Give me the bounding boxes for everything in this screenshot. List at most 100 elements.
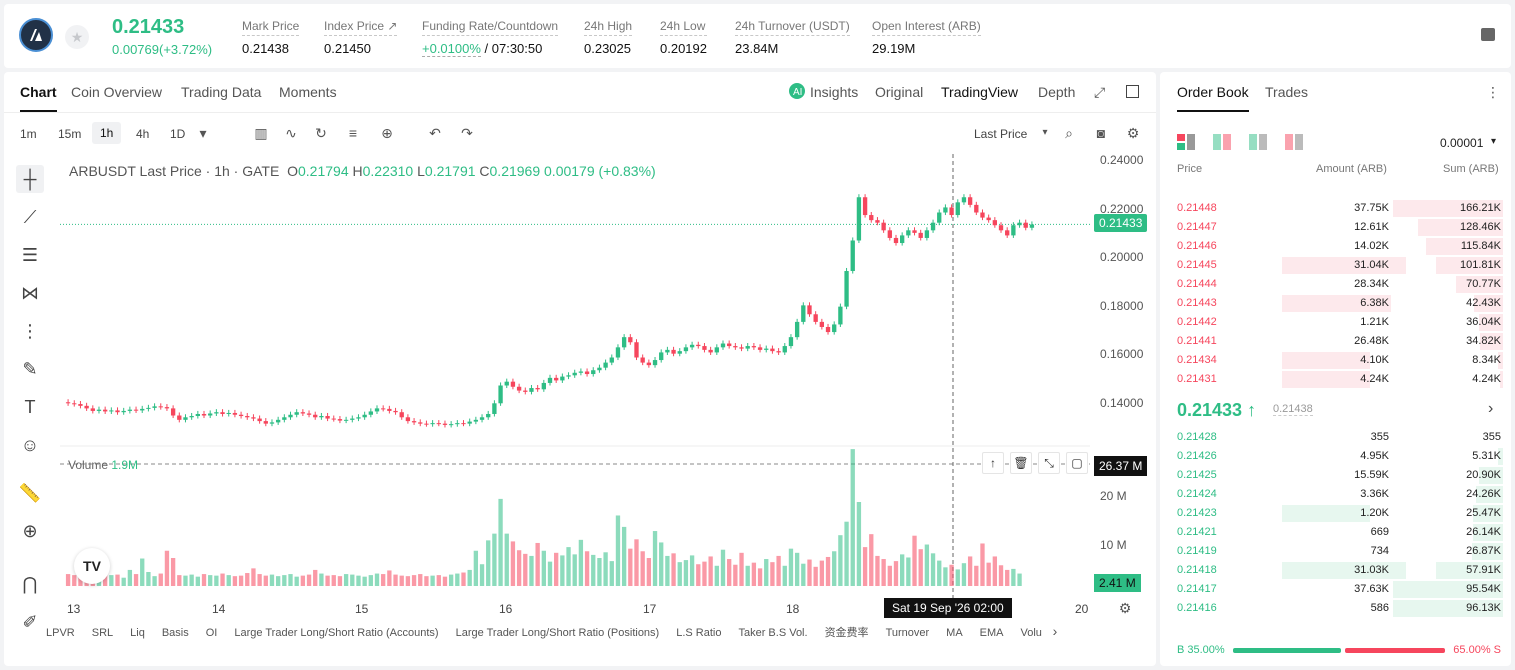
indicator-item[interactable]: Volu xyxy=(1020,627,1042,639)
more-options-icon[interactable]: ⋮ xyxy=(1486,84,1500,100)
indicator-item[interactable]: SRL xyxy=(91,627,114,639)
ruler-icon[interactable]: 📏 xyxy=(18,483,42,503)
tf-1m[interactable]: 1m xyxy=(20,127,37,141)
bid-row[interactable]: 0.21428 355 355 xyxy=(1160,428,1511,447)
indicator-item[interactable]: LPVR xyxy=(46,627,75,639)
expand-icon[interactable]: ⤢ xyxy=(1094,84,1106,100)
view-split-icon[interactable] xyxy=(1213,134,1231,155)
volume-bar xyxy=(992,556,998,586)
view-depth[interactable]: Depth xyxy=(1038,84,1076,100)
favorite-star-icon[interactable]: ★ xyxy=(65,25,89,49)
bid-row[interactable]: 0.21418 31.03K 57.91K xyxy=(1160,561,1511,580)
maximize-pane-icon[interactable]: ▢ xyxy=(1066,452,1088,474)
precision-dropdown-icon[interactable]: ▾ xyxy=(1491,136,1497,147)
window-icon[interactable] xyxy=(1126,85,1139,98)
indicator-item[interactable]: Basis xyxy=(161,627,189,639)
bid-row[interactable]: 0.21424 3.36K 24.26K xyxy=(1160,485,1511,504)
emoji-icon[interactable]: ☺ xyxy=(20,435,40,455)
tf-1d[interactable]: 1D xyxy=(170,127,186,141)
ask-row[interactable]: 0.21442 1.21K 36.04K xyxy=(1160,313,1511,332)
price-chart[interactable] xyxy=(60,154,1090,614)
indicators-icon[interactable]: ∿ xyxy=(285,125,297,141)
bid-row[interactable]: 0.21426 4.95K 5.31K xyxy=(1160,447,1511,466)
ask-row[interactable]: 0.21431 4.24K 4.24K xyxy=(1160,370,1511,389)
text-tool-icon[interactable]: T xyxy=(24,397,36,417)
brush-icon[interactable]: ✎ xyxy=(22,359,38,379)
tab-trades[interactable]: Trades xyxy=(1265,84,1309,100)
tab-trading-data[interactable]: Trading Data xyxy=(181,84,262,100)
pencil-icon[interactable]: ✐ xyxy=(22,612,38,632)
collapse-icon[interactable]: ⤡ xyxy=(1038,452,1060,474)
template-icon[interactable]: ≡ xyxy=(348,125,358,141)
undo-icon[interactable]: ↶ xyxy=(429,125,441,141)
magnet-icon[interactable]: ⋂ xyxy=(22,574,38,594)
price-type-select[interactable]: Last Price xyxy=(974,127,1028,141)
volume-bar xyxy=(294,576,299,586)
bid-row[interactable]: 0.21423 1.20K 25.47K xyxy=(1160,504,1511,523)
view-both-icon[interactable] xyxy=(1177,134,1195,155)
crosshair-icon[interactable]: ┼ xyxy=(16,165,44,193)
indicator-item[interactable]: Turnover xyxy=(885,627,930,639)
tab-coin-overview[interactable]: Coin Overview xyxy=(71,84,163,100)
tradingview-logo[interactable]: TV xyxy=(74,548,110,584)
ask-row[interactable]: 0.21441 26.48K 34.82K xyxy=(1160,332,1511,351)
bid-row[interactable]: 0.21419 734 26.87K xyxy=(1160,542,1511,561)
ask-row[interactable]: 0.21445 31.04K 101.81K xyxy=(1160,256,1511,275)
indicator-item[interactable]: Large Trader Long/Short Ratio (Accounts) xyxy=(234,627,439,639)
indicator-item[interactable]: MA xyxy=(946,627,963,639)
camera-icon[interactable]: ◙ xyxy=(1096,125,1106,141)
ask-row[interactable]: 0.21446 14.02K 115.84K xyxy=(1160,237,1511,256)
view-insights[interactable]: Insights xyxy=(810,84,859,100)
ranges-icon[interactable]: ⋮ xyxy=(21,321,39,341)
pattern-icon[interactable]: ⋈ xyxy=(21,283,39,303)
indicator-item[interactable]: OI xyxy=(205,627,218,639)
tab-moments[interactable]: Moments xyxy=(279,84,337,100)
zoom-in-icon[interactable]: ⊕ xyxy=(22,521,38,541)
chevron-right-icon[interactable]: › xyxy=(1488,400,1494,417)
view-tradingview[interactable]: TradingView xyxy=(941,84,1019,100)
replay-icon[interactable]: ↻ xyxy=(315,125,327,141)
fib-lines-icon[interactable]: ☰ xyxy=(21,245,39,265)
view-asks-icon[interactable] xyxy=(1285,134,1303,155)
tab-chart[interactable]: Chart xyxy=(20,84,57,112)
bid-row[interactable]: 0.21416 586 96.13K xyxy=(1160,599,1511,618)
candle-body xyxy=(399,412,404,418)
search-icon[interactable]: ⌕ xyxy=(1065,125,1073,141)
precision-select[interactable]: 0.00001 xyxy=(1440,136,1484,150)
ask-row[interactable]: 0.21448 37.75K 166.21K xyxy=(1160,199,1511,218)
ask-row[interactable]: 0.21447 12.61K 128.46K xyxy=(1160,218,1511,237)
move-up-icon[interactable]: ↑ xyxy=(982,452,1004,474)
ask-row[interactable]: 0.21443 6.38K 42.43K xyxy=(1160,294,1511,313)
indicator-scroll-right-icon[interactable]: › xyxy=(1052,623,1058,639)
timeframe-dropdown-icon[interactable]: ▾ xyxy=(199,125,207,141)
indicator-item[interactable]: L.S Ratio xyxy=(676,627,722,639)
view-original[interactable]: Original xyxy=(875,84,924,100)
candle-body xyxy=(770,348,775,352)
ask-row[interactable]: 0.21434 4.10K 8.34K xyxy=(1160,351,1511,370)
tf-4h[interactable]: 4h xyxy=(136,127,150,141)
trendline-icon[interactable]: ⟋ xyxy=(23,207,37,227)
bid-row[interactable]: 0.21421 669 26.14K xyxy=(1160,523,1511,542)
redo-icon[interactable]: ↷ xyxy=(461,125,473,141)
ask-row[interactable]: 0.21444 28.34K 70.77K xyxy=(1160,275,1511,294)
amount-highlight xyxy=(1282,505,1371,522)
settings-gear-icon[interactable]: ⚙ xyxy=(1126,125,1140,141)
delete-icon[interactable]: 🗑 xyxy=(1010,452,1032,474)
bid-row[interactable]: 0.21417 37.63K 95.54K xyxy=(1160,580,1511,599)
tab-order-book[interactable]: Order Book xyxy=(1177,84,1249,112)
indicator-item[interactable]: Taker B.S Vol. xyxy=(738,627,808,639)
price-type-dropdown-icon[interactable]: ▾ xyxy=(1042,127,1048,138)
calendar-icon[interactable] xyxy=(1481,28,1495,41)
tf-1h[interactable]: 1h xyxy=(92,122,122,144)
auto-scale-icon[interactable]: ⚙ xyxy=(1118,600,1132,616)
indicator-item[interactable]: Liq xyxy=(130,627,145,639)
indicator-item[interactable]: Large Trader Long/Short Ratio (Positions… xyxy=(455,627,660,639)
indicator-item[interactable]: 资金费率 xyxy=(824,627,869,639)
view-bids-icon[interactable] xyxy=(1249,134,1267,155)
bid-row[interactable]: 0.21425 15.59K 20.90K xyxy=(1160,466,1511,485)
candle-type-icon[interactable]: ▥ xyxy=(254,125,268,141)
tf-15m[interactable]: 15m xyxy=(58,127,82,141)
indicator-item[interactable]: EMA xyxy=(979,627,1004,639)
add-icon[interactable]: ⊕ xyxy=(381,125,393,141)
candle-body xyxy=(1011,225,1016,236)
